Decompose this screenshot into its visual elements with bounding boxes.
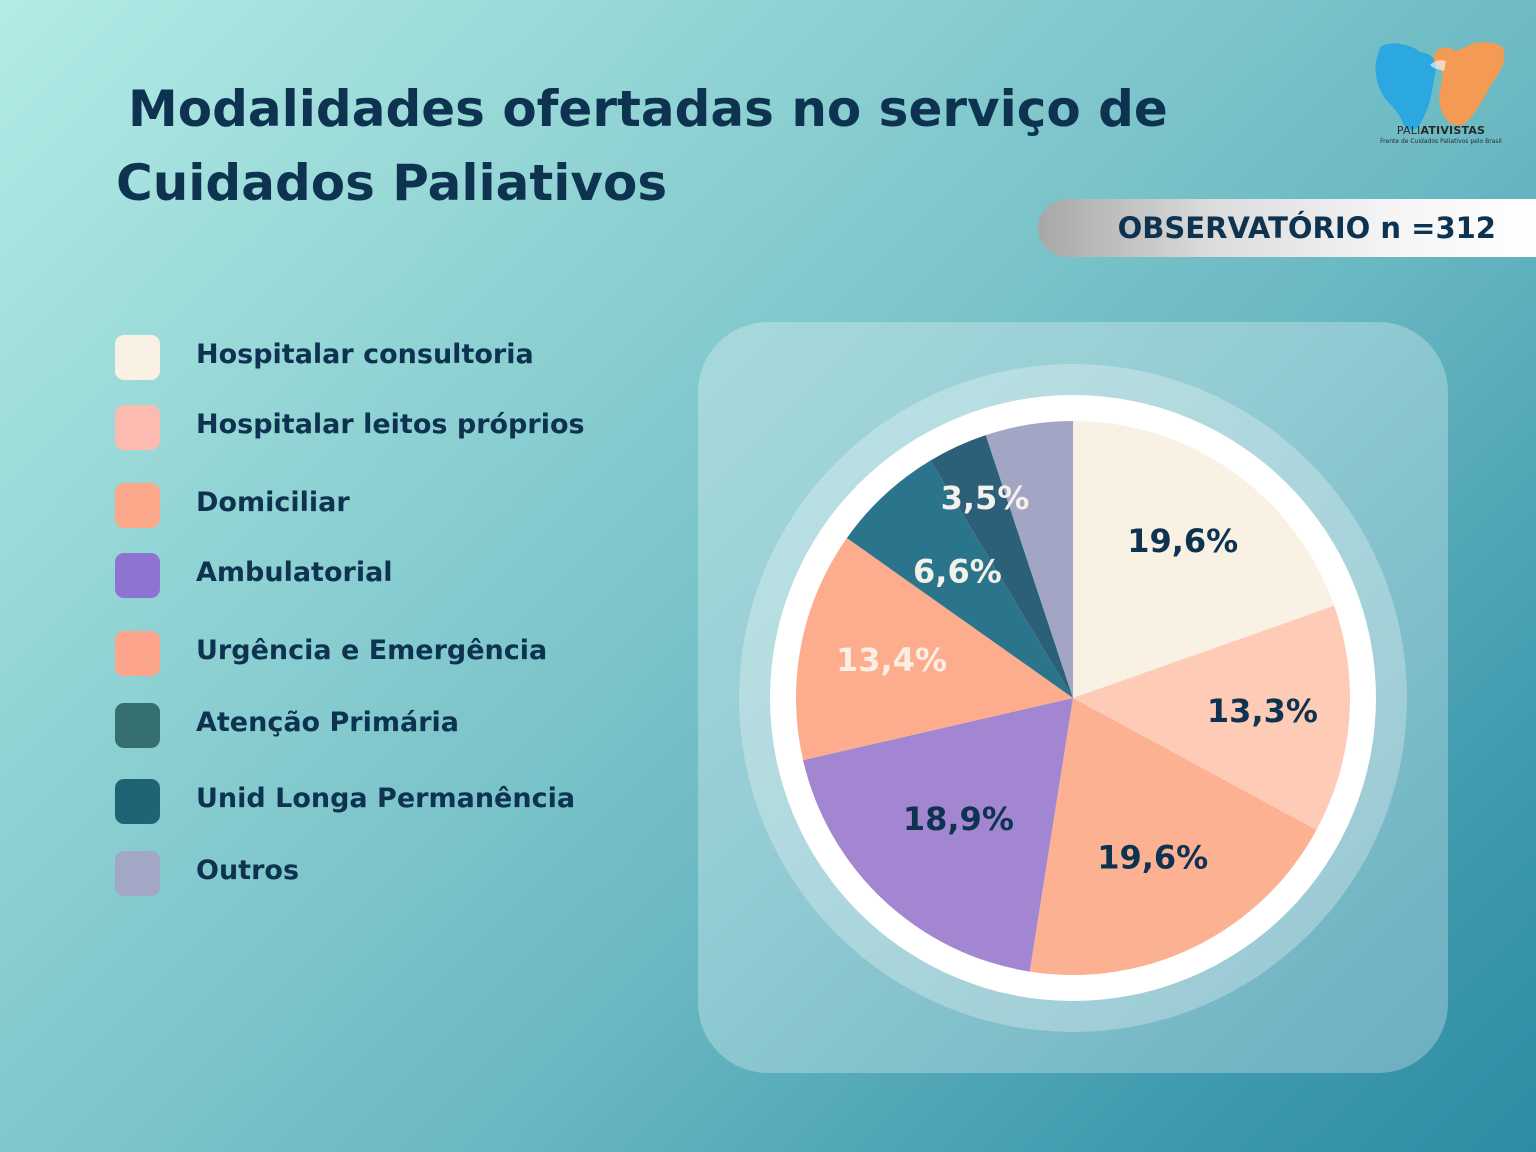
pie-slice	[985, 421, 1073, 698]
pie-slice-label: 13,4%	[836, 641, 947, 679]
legend-label: Urgência e Emergência	[196, 635, 548, 666]
pie-slice-label: 19,6%	[1097, 838, 1208, 876]
brazil-map-icon	[1375, 42, 1505, 130]
legend-item: Atenção Primária	[115, 703, 675, 749]
legend-item: Urgência e Emergência	[115, 631, 675, 677]
logo-brand-prefix: PALI	[1396, 124, 1421, 137]
chart-title-line-2: Cuidados Paliativos	[116, 154, 668, 212]
sample-size-badge: OBSERVATÓRIO n =312	[1038, 199, 1536, 257]
legend-swatch	[115, 779, 160, 824]
pie-slice	[1029, 698, 1317, 975]
legend-item: Hospitalar consultoria	[115, 335, 675, 381]
pie-slice-label: 6,6%	[913, 552, 1002, 590]
legend-label: Domiciliar	[196, 487, 350, 518]
legend-item: Unid Longa Permanência	[115, 779, 675, 825]
pie-chart: 19,6% 13,3% 19,6% 18,9% 13,4% 6,6% 3,5%	[739, 364, 1407, 1032]
legend-label: Hospitalar leitos próprios	[196, 409, 585, 440]
legend-swatch	[115, 703, 160, 748]
chart-title-line-1: Modalidades ofertadas no serviço de	[128, 80, 1168, 138]
pie-slice	[1073, 421, 1335, 698]
legend-swatch	[115, 405, 160, 450]
legend-swatch	[115, 851, 160, 896]
pie-slice	[803, 698, 1073, 972]
legend-label: Hospitalar consultoria	[196, 339, 534, 370]
pie-labels: 19,6% 13,3% 19,6% 18,9% 13,4% 6,6% 3,5%	[836, 479, 1318, 876]
legend-swatch	[115, 483, 160, 528]
legend-label: Ambulatorial	[196, 557, 393, 588]
legend-swatch	[115, 335, 160, 380]
logo-brand: PALIATIVISTAS Frente de Cuidados Paliati…	[1374, 124, 1508, 145]
pie-slice-label: 19,6%	[1127, 522, 1238, 560]
legend-swatch	[115, 631, 160, 676]
pie-slice	[1073, 605, 1350, 830]
pie-slice	[846, 460, 1073, 698]
chart-legend: Hospitalar consultoria Hospitalar leitos…	[115, 0, 675, 1152]
logo-brand-suffix: ATIVISTAS	[1420, 124, 1486, 137]
sample-size-text: OBSERVATÓRIO n =312	[1117, 211, 1496, 245]
pie-slices	[796, 421, 1350, 975]
legend-label: Unid Longa Permanência	[196, 783, 576, 814]
pie-slice-label: 13,3%	[1207, 692, 1318, 730]
legend-item: Ambulatorial	[115, 553, 675, 599]
legend-label: Atenção Primária	[196, 707, 460, 738]
pie-slice-label: 3,5%	[941, 479, 1030, 517]
pie-slice	[796, 538, 1073, 761]
legend-swatch	[115, 553, 160, 598]
chart-title: Modalidades ofertadas no serviço de Cuid…	[116, 72, 1168, 220]
legend-item: Outros	[115, 851, 675, 897]
logo-tagline: Frente de Cuidados Paliativos pelo Brasi…	[1380, 138, 1502, 145]
pie-slice-label: 18,9%	[903, 800, 1014, 838]
legend-label: Outros	[196, 855, 300, 886]
legend-item: Hospitalar leitos próprios	[115, 405, 675, 451]
pie-slice	[930, 435, 1073, 698]
legend-item: Domiciliar	[115, 483, 675, 529]
